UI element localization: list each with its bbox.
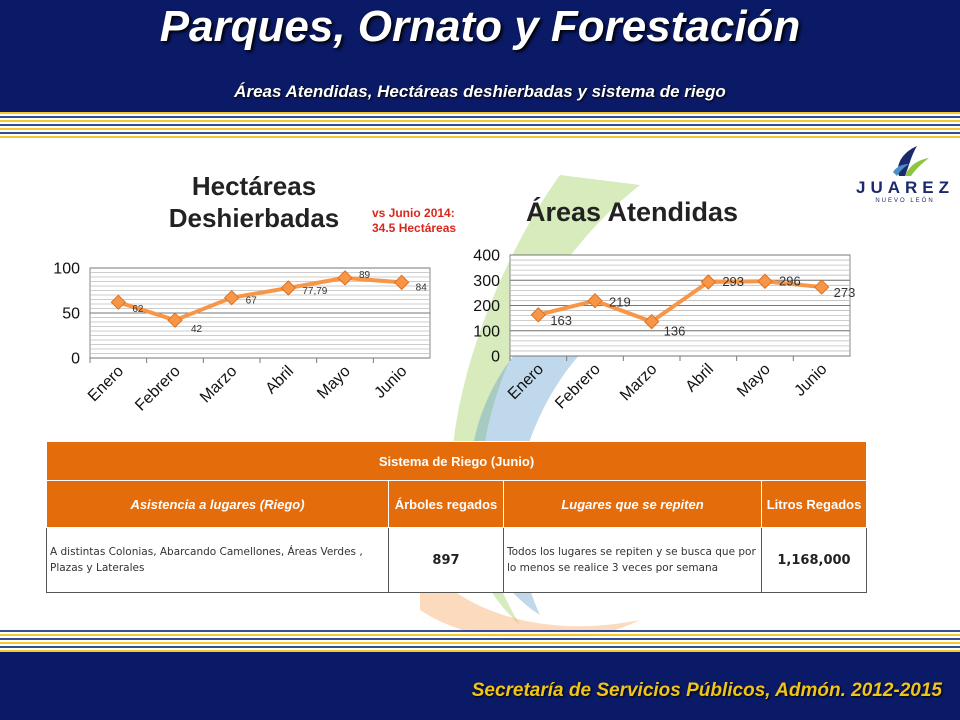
data-label: 293: [722, 274, 744, 289]
x-tick-label: Mayo: [314, 363, 354, 403]
data-label: 62: [132, 304, 144, 315]
table-row: A distintas Colonias, Abarcando Camellon…: [46, 527, 867, 593]
hectareas-chart: 0 50 100 Enero Febrero Marzo Abril Mayo Junio 62 4…: [53, 261, 431, 415]
table-header-arboles: Árboles regados: [388, 480, 504, 528]
y-tick-label: 0: [71, 351, 80, 368]
data-point: [280, 280, 297, 296]
riego-table: Sistema de Riego (Junio) Asistencia a lu…: [46, 441, 867, 593]
areas-chart: 0 100 200 300 400 Enero Febrero Marzo Abril Mayo J…: [473, 248, 856, 413]
data-label: 84: [416, 282, 428, 293]
data-label: 136: [664, 324, 686, 339]
chart2-title: Áreas Atendidas: [526, 197, 739, 227]
y-tick-label: 50: [62, 306, 80, 323]
footer-bar: Secretaría de Servicios Públicos, Admón.…: [0, 652, 960, 720]
footer-stripes: [0, 630, 960, 652]
data-label: 273: [834, 285, 856, 300]
y-tick-label: 100: [473, 323, 500, 340]
x-tick-label: Marzo: [617, 361, 661, 405]
logo-leaf-icon: [893, 146, 929, 176]
chart1-title: Hectáreas Deshierbadas: [168, 171, 340, 233]
x-tick-label: Junio: [371, 363, 410, 402]
table-header-lugares: Lugares que se repiten: [503, 480, 762, 528]
data-label: 296: [779, 273, 801, 288]
x-tick-label: Enero: [505, 361, 547, 403]
chart1-annotation: vs Junio 2014: 34.5 Hectáreas: [372, 206, 457, 235]
data-point: [530, 307, 547, 323]
juarez-logo: JUAREZ NUEVO LEÓN: [855, 142, 955, 212]
data-point: [643, 313, 660, 330]
header-bar: Parques, Ornato y Forestación Áreas Aten…: [0, 0, 960, 112]
series-line: [117, 275, 402, 323]
cell-litros: 1,168,000: [761, 527, 867, 593]
data-point: [337, 270, 353, 286]
y-tick-label: 200: [473, 298, 500, 315]
data-point: [700, 274, 717, 290]
data-point: [393, 274, 410, 291]
table-header-litros: Litros Regados: [761, 480, 867, 528]
y-tick-label: 0: [491, 349, 500, 366]
data-point: [223, 289, 240, 306]
page-subtitle: Áreas Atendidas, Hectáreas deshierbadas …: [234, 82, 726, 101]
x-tick-label: Abril: [683, 361, 718, 396]
cell-lugares: Todos los lugares se repiten y se busca …: [503, 527, 762, 593]
data-point: [813, 279, 830, 295]
cell-arboles: 897: [388, 527, 504, 593]
data-label: 42: [191, 324, 203, 335]
series-line: [537, 279, 822, 324]
data-label: 89: [359, 270, 371, 281]
logo-text: JUAREZ: [855, 178, 954, 197]
header-stripes: [0, 112, 960, 138]
y-tick-label: 100: [53, 261, 80, 278]
table-title: Sistema de Riego (Junio): [46, 441, 867, 481]
data-point: [167, 312, 183, 328]
data-label: 219: [609, 295, 631, 310]
x-tick-label: Febrero: [132, 363, 184, 415]
footer-text: Secretaría de Servicios Públicos, Admón.…: [471, 680, 942, 701]
y-tick-label: 400: [473, 248, 500, 265]
x-tick-label: Enero: [85, 363, 127, 405]
x-tick-label: Junio: [791, 361, 830, 400]
data-point: [587, 292, 603, 309]
x-tick-label: Abril: [263, 363, 298, 398]
data-label: 163: [550, 313, 572, 328]
table-header-asistencia: Asistencia a lugares (Riego): [46, 480, 389, 528]
x-tick-label: Mayo: [734, 361, 774, 401]
data-point: [757, 273, 773, 289]
x-tick-label: Febrero: [552, 361, 604, 413]
x-tick-label: Marzo: [197, 363, 241, 407]
data-label: 67: [246, 296, 258, 307]
page-title: Parques, Ornato y Forestación: [159, 2, 801, 51]
data-point: [110, 294, 127, 310]
cell-asistencia: A distintas Colonias, Abarcando Camellon…: [46, 527, 389, 593]
y-tick-label: 300: [473, 273, 500, 290]
logo-subtext: NUEVO LEÓN: [875, 198, 935, 204]
data-label: 77,79: [302, 286, 327, 297]
